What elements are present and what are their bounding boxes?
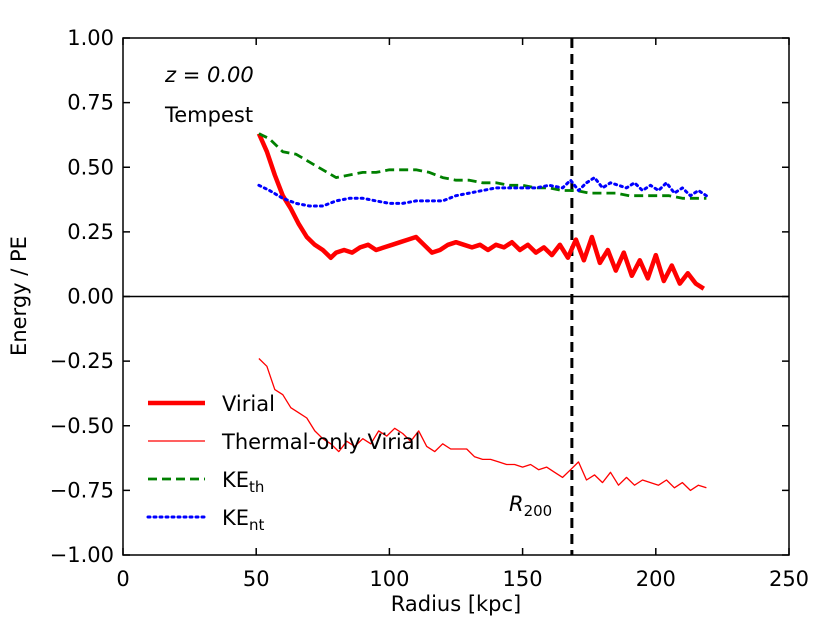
- x-tick-label: 200: [636, 567, 676, 591]
- x-tick-label: 0: [116, 567, 129, 591]
- y-axis-title: Energy / PE: [7, 236, 31, 356]
- ke-th-line: [258, 132, 707, 200]
- virial-line: [256, 132, 706, 291]
- y-tick-label: −1.00: [50, 543, 114, 567]
- legend-ke-nt-label: KEnt: [222, 506, 265, 534]
- y-tick-label: 1.00: [67, 26, 114, 50]
- redshift-label: z = 0.00: [164, 63, 254, 87]
- lines-layer: [123, 38, 789, 555]
- y-tick-label: 0.00: [67, 285, 114, 309]
- legend-virial-label: Virial: [222, 392, 275, 416]
- x-tick-label: 50: [243, 567, 270, 591]
- legend: Virial Thermal-only Virial KEth KEnt: [146, 392, 420, 534]
- ticks-layer: 0 50 100 150 200 250 −1.00 −0.75 −0.50 −0.25 0.00 0…: [50, 26, 809, 591]
- y-tick-label: 0.50: [67, 155, 114, 179]
- y-tick-label: 0.25: [67, 220, 114, 244]
- thermal-only-virial-line: [258, 358, 707, 492]
- r200-label: R200: [509, 492, 552, 520]
- series-layer: [256, 132, 708, 492]
- x-tick-label: 250: [769, 567, 809, 591]
- x-tick-label: 100: [369, 567, 409, 591]
- redshift-var: z = 0.00: [164, 63, 254, 87]
- legend-thermal-only-virial-label: Thermal-only Virial: [221, 430, 420, 454]
- y-tick-label: −0.75: [50, 478, 114, 502]
- y-tick-label: 0.75: [67, 91, 114, 115]
- plot-frame: [122, 37, 790, 556]
- y-tick-label: −0.50: [50, 414, 114, 438]
- ke-nt-line: [257, 176, 708, 208]
- y-tick-label: −0.25: [50, 349, 114, 373]
- x-tick-label: 150: [503, 567, 543, 591]
- halo-name-label: Tempest: [164, 103, 253, 127]
- x-axis-title: Radius [kpc]: [391, 592, 522, 616]
- legend-ke-th-label: KEth: [222, 468, 264, 496]
